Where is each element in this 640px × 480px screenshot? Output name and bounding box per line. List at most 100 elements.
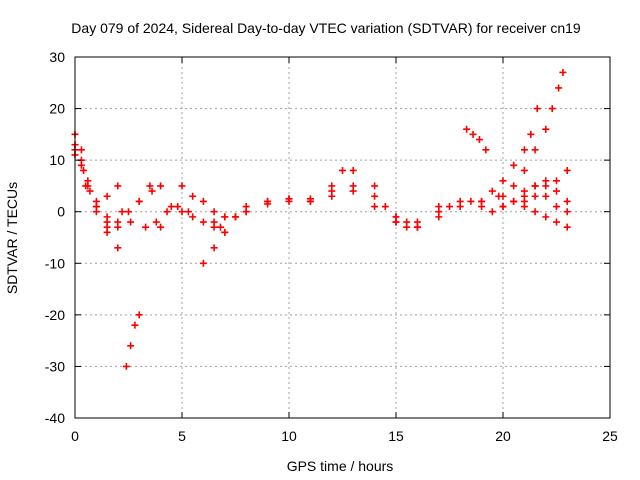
data-point [371,203,379,211]
data-point [469,130,477,138]
series-arc-10 [167,203,229,236]
series-arc-23 [520,177,571,205]
data-point [555,84,563,92]
data-point [339,166,346,174]
series-arc-1 [71,130,122,252]
data-point [77,161,85,169]
data-point [371,192,379,200]
data-point [199,259,207,267]
axis-ticks: 0 5 10 15 20 25 -40 -30 -20 -10 0 10 20 30 [45,49,618,444]
data-point [306,197,314,205]
data-point [548,105,556,113]
data-point [542,125,550,133]
data-point [403,223,411,231]
data-point [553,218,560,226]
y-tick-label: 20 [49,101,65,117]
data-point [533,105,541,113]
series-arc-20 [488,182,571,216]
data-point [199,197,207,205]
data-point [520,146,528,154]
series-arc-8 [152,203,192,226]
data-point [114,182,122,190]
x-tick-label: 5 [178,428,186,444]
y-tick-label: 30 [49,49,65,65]
data-point [488,208,496,216]
data-point [413,223,421,231]
data-point [210,244,218,252]
data-point [553,187,560,195]
data-point [520,192,528,200]
chart-title: Day 079 of 2024, Sidereal Day-to-day VTE… [71,20,581,36]
y-tick-label: 10 [49,152,65,168]
grid [75,57,610,418]
data-point [127,342,135,350]
data-point [463,125,471,133]
data-point [92,208,100,216]
data-point [131,321,139,329]
data-point [146,182,154,190]
data-point [178,182,186,190]
data-point [242,208,250,216]
data-point [542,213,550,221]
data-point [122,362,130,370]
x-tick-label: 0 [71,428,79,444]
data-point [189,192,197,200]
series-arc-19 [446,105,541,211]
data-point [510,161,518,169]
data-point [478,197,486,205]
data-point [221,213,229,221]
y-axis-title: SDTVAR / TECUs [4,182,20,294]
series-arc-4 [71,151,111,231]
data-point [232,213,239,221]
data-point [349,166,357,174]
series-arc-21 [499,166,571,211]
data-point [563,197,571,205]
data-point [381,203,389,211]
data-point [499,177,507,185]
series-arc-9 [178,182,229,221]
data-point [328,192,336,200]
data-point [488,187,496,195]
series-arc-7 [122,311,143,370]
data-point [467,197,475,205]
y-tick-label: -10 [45,255,65,271]
data-point [114,218,122,226]
data-point [475,136,483,144]
data-point [135,311,143,319]
data-point [125,208,132,216]
series-arc-5 [103,182,154,226]
data-point [86,187,94,195]
x-axis-title: GPS time / hours [287,458,394,474]
data-point [199,218,207,226]
data-point [103,192,111,200]
data-point [189,213,197,221]
data-point [148,187,156,195]
data-point [285,197,293,205]
data-point [184,208,192,216]
series-arc-18 [478,68,567,205]
data-point [210,218,218,226]
data-point [157,223,165,231]
data-point [114,244,122,252]
data-series [71,68,571,370]
data-point [563,223,571,231]
data-point [563,208,571,216]
data-point [217,223,225,231]
y-tick-label: 0 [57,204,65,220]
data-point [371,182,379,190]
series-arc-22 [510,197,571,231]
data-point [221,228,229,236]
data-point [167,203,175,211]
data-point [178,208,186,216]
data-point [559,68,567,76]
data-point [542,177,550,185]
data-point [531,192,539,200]
data-point [152,218,160,226]
data-point [495,192,503,200]
series-arc-6 [114,182,165,226]
data-point [142,223,150,231]
data-point [520,166,528,174]
x-tick-label: 15 [388,428,404,444]
data-point [531,146,539,154]
data-point [392,213,400,221]
